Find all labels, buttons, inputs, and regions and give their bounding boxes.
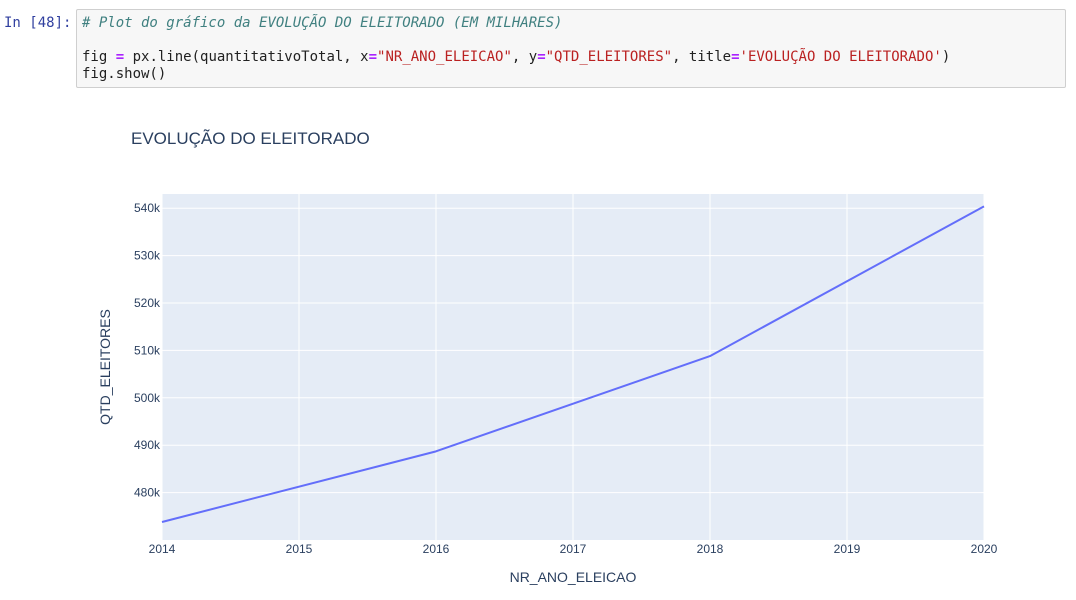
chart-title: EVOLUÇÃO DO ELEITORADO: [131, 129, 370, 148]
x-tick-label: 2018: [697, 542, 724, 556]
code-token: ): [941, 49, 951, 65]
code-operator: =: [731, 49, 740, 65]
x-axis-label: NR_ANO_ELEICAO: [510, 569, 637, 585]
code-token: px.line(quantitativoTotal, x: [124, 49, 369, 65]
code-cell[interactable]: # Plot do gráfico da EVOLUÇÃO DO ELEITOR…: [76, 9, 1066, 88]
grid-lines: [161, 194, 985, 540]
y-tick-label: 510k: [134, 343, 161, 357]
y-tick-label: 530k: [134, 249, 161, 263]
code-operator: =: [115, 49, 125, 65]
code-string: "NR_ANO_ELEICAO": [377, 49, 512, 65]
x-tick-label: 2019: [834, 542, 861, 556]
code-comment: # Plot do gráfico da EVOLUÇÃO DO ELEITOR…: [82, 15, 563, 31]
code-token: fig: [82, 49, 116, 65]
code-string: "QTD_ELEITORES": [545, 49, 673, 65]
code-operator: =: [368, 49, 378, 65]
x-tick-label: 2016: [423, 542, 450, 556]
y-tick-label: 480k: [134, 486, 161, 500]
code-editor[interactable]: # Plot do gráfico da EVOLUÇÃO DO ELEITOR…: [82, 15, 950, 83]
series-group: [161, 205, 985, 523]
code-string: 'EVOLUÇÃO DO ELEITORADO': [739, 49, 942, 65]
tick-labels: 2014 2015 2016 2017 2018 2019 2020 480k 490k 500k…: [134, 201, 998, 556]
x-tick-label: 2017: [560, 542, 587, 556]
code-token: fig.show(): [82, 66, 167, 82]
code-token: , title: [672, 49, 732, 65]
cell-prompt: In [48]:: [4, 15, 72, 31]
y-tick-label: 500k: [134, 391, 161, 405]
y-axis-label: QTD_ELEITORES: [97, 309, 113, 425]
code-operator: =: [537, 49, 546, 65]
y-tick-label: 520k: [134, 296, 161, 310]
y-tick-label: 490k: [134, 438, 161, 452]
y-tick-label: 540k: [134, 201, 161, 215]
x-tick-label: 2020: [971, 542, 998, 556]
x-tick-label: 2015: [286, 542, 313, 556]
x-tick-label: 2014: [149, 542, 176, 556]
code-token: , y: [511, 49, 538, 65]
series-line[interactable]: [161, 205, 985, 523]
